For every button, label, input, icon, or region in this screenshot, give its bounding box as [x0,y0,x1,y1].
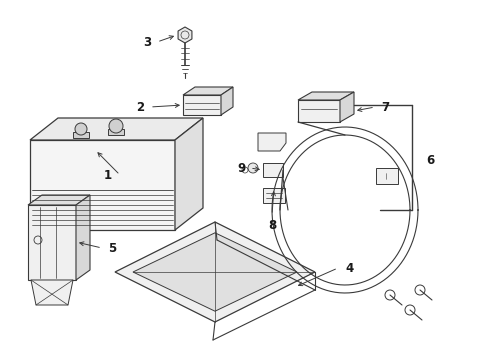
Polygon shape [30,140,175,230]
Polygon shape [183,95,221,115]
Circle shape [247,163,258,173]
Polygon shape [221,87,232,115]
Polygon shape [175,118,203,230]
Polygon shape [30,118,203,140]
Polygon shape [263,188,285,203]
Polygon shape [258,133,285,151]
Circle shape [75,123,87,135]
Polygon shape [28,205,76,280]
Text: 8: 8 [267,219,276,231]
Polygon shape [297,92,353,100]
Polygon shape [108,129,124,135]
Polygon shape [76,195,90,280]
Polygon shape [297,100,339,122]
Text: 6: 6 [425,153,433,166]
Text: 2: 2 [136,100,144,113]
Text: 4: 4 [345,261,353,274]
Polygon shape [115,222,314,322]
Polygon shape [178,27,191,43]
Text: 1: 1 [104,168,112,181]
Polygon shape [183,87,232,95]
Polygon shape [73,132,89,138]
Text: 9: 9 [237,162,245,175]
Polygon shape [375,168,397,184]
Text: 5: 5 [108,242,116,255]
Text: 7: 7 [380,100,388,113]
Circle shape [109,119,123,133]
Polygon shape [133,233,296,311]
Polygon shape [31,280,73,305]
Polygon shape [339,92,353,122]
Text: 3: 3 [142,36,151,49]
Polygon shape [263,163,283,177]
Polygon shape [28,195,90,205]
